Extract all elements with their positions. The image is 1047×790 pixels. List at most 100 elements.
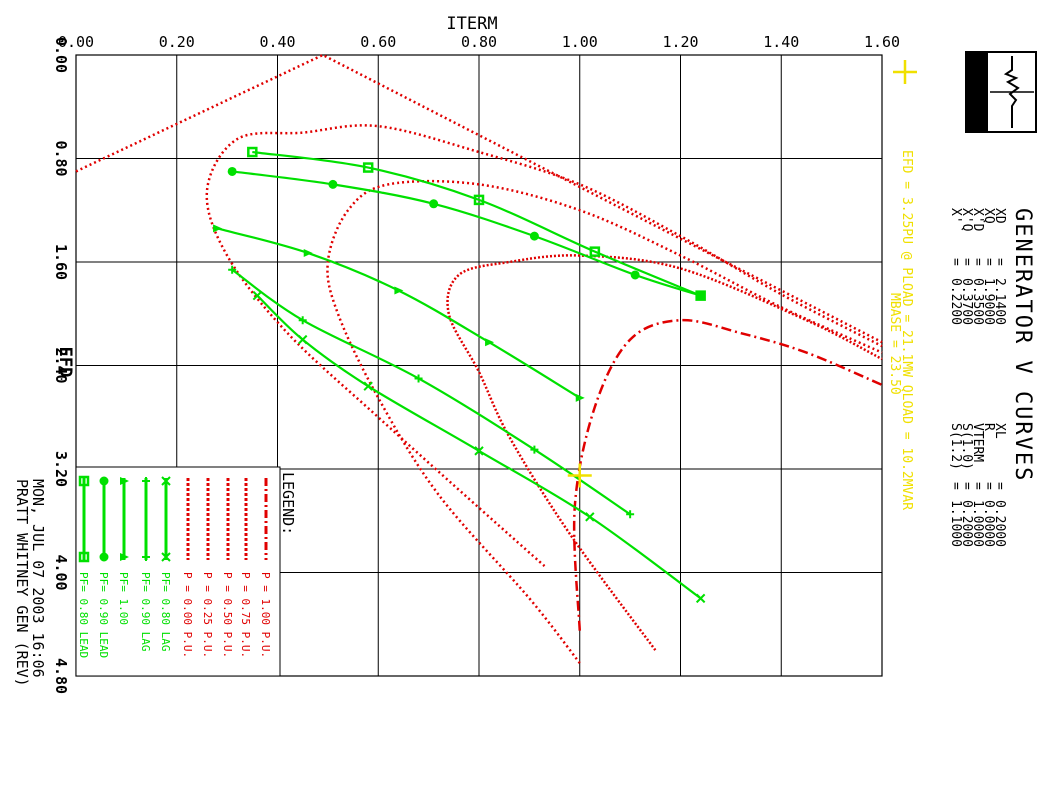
- legend-label: PF= 0.80 LAG: [159, 572, 172, 651]
- legend-label: PF= 0.90 LAG: [139, 572, 152, 651]
- series-2: [326, 179, 883, 664]
- series-line: [326, 179, 883, 664]
- data-point: [414, 374, 423, 383]
- y-tick-label: 0.80: [52, 140, 70, 176]
- data-point: [142, 553, 150, 561]
- footer-date: MON, JUL 07 2003 16:06: [29, 479, 47, 678]
- series-8: [227, 166, 706, 301]
- series-5: [252, 290, 706, 604]
- data-point: [297, 334, 308, 345]
- param-eq: =: [970, 482, 985, 490]
- data-point: [78, 551, 90, 563]
- data-point: [529, 231, 539, 241]
- y-tick-label: 3.20: [52, 451, 70, 487]
- legend-title: LEGEND:: [279, 472, 297, 535]
- chart-title: GENERATOR V CURVES: [1010, 208, 1035, 482]
- param-name: XQ: [981, 208, 996, 224]
- legend-label: PF= 1.00: [117, 572, 130, 625]
- data-point: [429, 199, 439, 209]
- param-name: R: [981, 423, 996, 431]
- series-4: [75, 53, 883, 344]
- series-6: [228, 265, 635, 519]
- param-value: 0.2000: [992, 500, 1007, 547]
- data-point: [474, 446, 484, 456]
- data-point: [630, 270, 640, 280]
- series-9: [247, 146, 706, 301]
- y-tick-label: 4.00: [52, 554, 70, 590]
- param-eq: =: [948, 258, 963, 266]
- legend: LEGEND: P = 1.00 P.U. P = 0.75 P.U. P = 0.5…: [75, 466, 297, 677]
- data-point: [298, 316, 307, 325]
- series-line: [252, 150, 702, 297]
- series-3: [205, 124, 883, 567]
- data-point: [78, 475, 90, 487]
- y-tick-label: 1.60: [52, 244, 70, 280]
- y-axis-title: EFD: [55, 347, 75, 378]
- param-eq: =: [992, 482, 1007, 490]
- param-eq: =: [992, 258, 1007, 266]
- data-point: [228, 265, 237, 274]
- param-value: 1.1000: [948, 500, 963, 547]
- data-point: [530, 445, 539, 454]
- y-tick-label: 4.80: [52, 658, 70, 694]
- x-tick-label: 0.40: [259, 33, 295, 51]
- operating-point-legend-icon: [893, 60, 917, 84]
- operating-info: EFD = 3.25PU @ PLOAD = 21.1MW QLOAD = 10…: [899, 150, 914, 510]
- footer-source: PRATT WHITNEY GEN (REV): [13, 479, 31, 687]
- series-layer: [75, 53, 883, 664]
- x-tick-label: 0.60: [360, 33, 396, 51]
- param-name: S(1.2): [948, 423, 963, 470]
- legend-label: P = 0.00 P.U.: [181, 572, 194, 658]
- x-axis-title: ITERM: [446, 14, 497, 34]
- legend-label: P = 0.50 P.U.: [221, 572, 234, 658]
- series-line: [572, 318, 883, 631]
- data-point: [247, 146, 258, 158]
- legend-label: P = 0.25 P.U.: [201, 572, 214, 658]
- param-name: VTERM: [970, 423, 985, 462]
- data-point: [120, 553, 129, 561]
- data-point: [362, 162, 374, 173]
- param-name: S(1.0): [959, 423, 974, 470]
- data-point: [161, 476, 171, 486]
- series-0: [572, 318, 883, 631]
- data-point: [99, 476, 109, 486]
- x-tick-label: 0.00: [58, 33, 94, 51]
- legend-label: PF= 0.90 LEAD: [97, 572, 110, 658]
- legend-box: [75, 466, 281, 677]
- param-value: 0.2000: [959, 500, 974, 547]
- series-line: [205, 124, 883, 567]
- data-point: [585, 512, 595, 522]
- series-line: [446, 254, 883, 651]
- data-point: [142, 477, 150, 485]
- x-tick-label: 1.40: [763, 33, 799, 51]
- data-point: [626, 510, 635, 519]
- series-line: [75, 53, 883, 344]
- param-eq: =: [959, 258, 974, 266]
- y-tick-labels: 0.00 0.80 1.60 2.40 3.20 4.00 4.80: [52, 37, 70, 694]
- data-point: [485, 338, 495, 347]
- x-tick-label: 0.20: [159, 33, 195, 51]
- plot-grid: [75, 54, 883, 677]
- x-tick-label: 1.60: [864, 33, 900, 51]
- param-eq: =: [981, 482, 996, 490]
- x-tick-label: 1.00: [562, 33, 598, 51]
- x-tick-label: 0.80: [461, 33, 497, 51]
- param-eq: =: [959, 482, 974, 490]
- param-value: 0.0000: [981, 500, 996, 547]
- data-point: [303, 248, 313, 257]
- data-point: [161, 552, 171, 562]
- company-logo: [965, 51, 1037, 133]
- series-line: [216, 227, 581, 399]
- series-1: [446, 254, 883, 651]
- data-point: [227, 166, 237, 176]
- legend-label: P = 1.00 P.U.: [259, 572, 272, 658]
- data-point: [363, 381, 373, 391]
- param-value: 1.0000: [970, 500, 985, 547]
- operating-info: MBASE = 23.50: [887, 293, 902, 395]
- param-eq: =: [981, 258, 996, 266]
- param-name: X'D: [970, 208, 985, 232]
- data-point: [473, 194, 485, 206]
- series-line: [232, 170, 701, 297]
- data-point: [695, 593, 706, 604]
